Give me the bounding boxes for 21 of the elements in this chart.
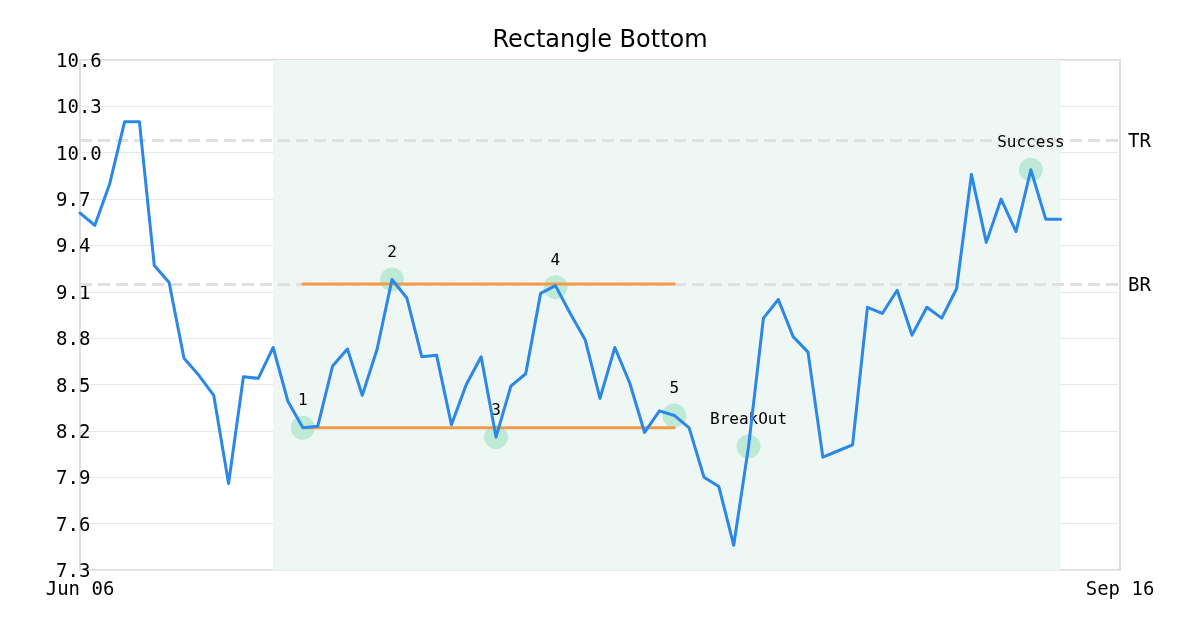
series-label: 2 <box>387 241 397 261</box>
y-tick-label: 7.9 <box>56 466 91 489</box>
y-tick-label: 9.4 <box>56 234 91 257</box>
series-label: 4 <box>550 249 561 269</box>
y-tick-label: 9.1 <box>56 280 91 303</box>
x-tick-label: Sep 16 <box>1085 576 1155 599</box>
y-tick-label: 7.6 <box>56 512 91 535</box>
y-tick-label: 10.6 <box>56 49 102 71</box>
series-label: Success <box>997 132 1065 152</box>
y-tick-label: 8.5 <box>56 373 91 396</box>
y-tick-label: 10.3 <box>56 95 102 118</box>
y-tick-label: 8.8 <box>56 327 91 350</box>
series-label: 5 <box>669 377 680 397</box>
chart-title: Rectangle Bottom <box>492 25 708 53</box>
ref-line-label: BR <box>1128 273 1152 296</box>
series-label: 3 <box>491 399 501 419</box>
y-tick-label: 9.7 <box>56 188 91 211</box>
series-label: 1 <box>298 390 308 410</box>
y-tick-label: 10.0 <box>56 141 102 164</box>
ref-line-label: TR <box>1128 129 1152 152</box>
y-tick-label: 8.2 <box>56 419 91 442</box>
